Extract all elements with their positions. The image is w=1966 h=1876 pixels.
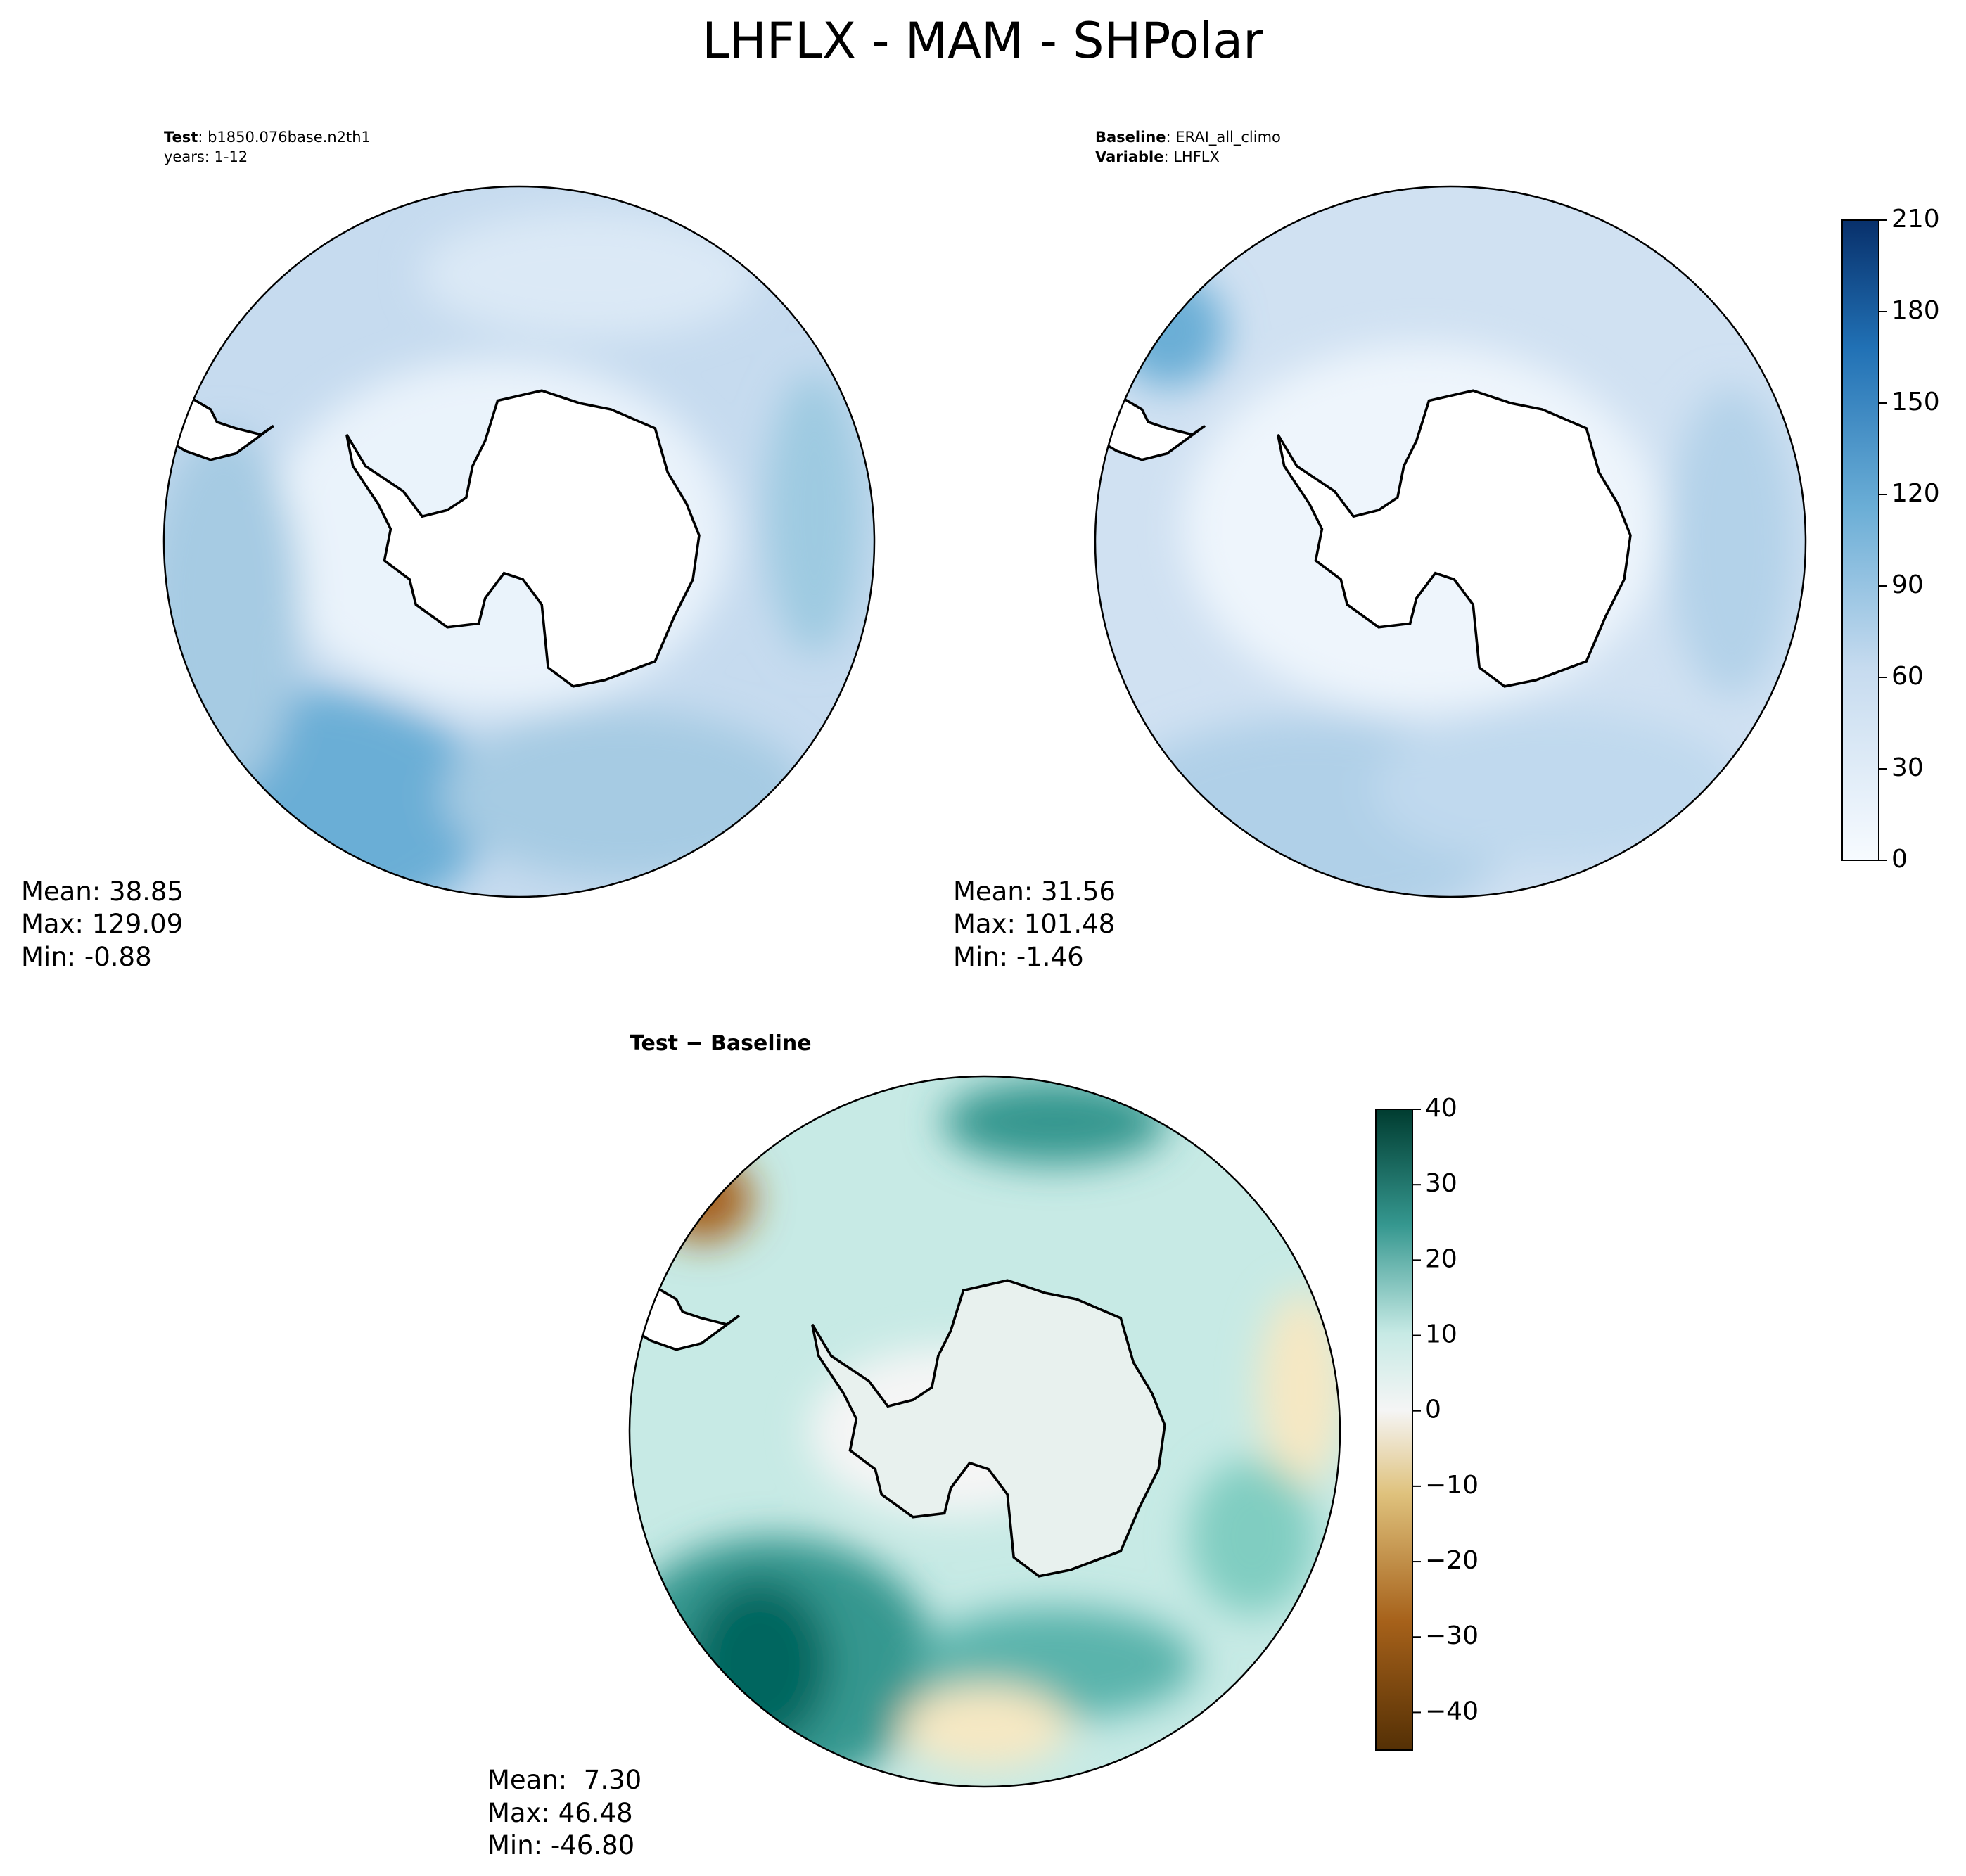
colorbar-tick-label: −40 <box>1425 1697 1479 1725</box>
panel-header: Baseline: ERAI_all_climo <box>1095 129 1281 146</box>
colorbar-tick-label: 20 <box>1425 1244 1457 1273</box>
colorbar <box>1841 219 1879 861</box>
panel-header: Test − Baseline <box>630 1031 812 1056</box>
map-panel <box>162 185 876 898</box>
colorbar-tick-label: 30 <box>1425 1169 1457 1198</box>
stat: Min: -46.80 <box>487 1830 634 1861</box>
stat: Min: -0.88 <box>21 942 152 972</box>
map-panel <box>1094 185 1807 898</box>
colorbar-tick-label: 210 <box>1891 205 1940 234</box>
colorbar <box>1375 1109 1413 1751</box>
stat: Mean: 38.85 <box>21 876 184 907</box>
colorbar-tick-label: 10 <box>1425 1320 1457 1349</box>
map-panel <box>628 1075 1341 1788</box>
colorbar-tick-label: 40 <box>1425 1094 1457 1123</box>
colorbar-tick-label: 0 <box>1425 1396 1441 1424</box>
stat: Min: -1.46 <box>953 942 1084 972</box>
panel-header: years: 1-12 <box>164 148 248 165</box>
colorbar-tick-label: 150 <box>1891 388 1940 416</box>
colorbar-tick-label: −10 <box>1425 1471 1479 1500</box>
stat: Max: 129.09 <box>21 909 183 939</box>
panel-header: Variable: LHFLX <box>1095 148 1220 165</box>
colorbar-tick-label: 60 <box>1891 662 1924 691</box>
panel-header: Test: b1850.076base.n2th1 <box>164 129 371 146</box>
colorbar-tick-label: −30 <box>1425 1621 1479 1650</box>
stat: Max: 46.48 <box>487 1798 633 1828</box>
stat: Mean: 7.30 <box>487 1765 641 1795</box>
colorbar-tick-label: 90 <box>1891 570 1924 599</box>
colorbar-tick-label: 120 <box>1891 479 1940 508</box>
colorbar-tick-label: 180 <box>1891 296 1940 325</box>
stat: Mean: 31.56 <box>953 876 1116 907</box>
figure-title: LHFLX - MAM - SHPolar <box>702 12 1263 70</box>
colorbar-tick-label: 30 <box>1891 753 1924 782</box>
colorbar-tick-label: −20 <box>1425 1546 1479 1575</box>
stat: Max: 101.48 <box>953 909 1115 939</box>
colorbar-tick-label: 0 <box>1891 845 1908 874</box>
